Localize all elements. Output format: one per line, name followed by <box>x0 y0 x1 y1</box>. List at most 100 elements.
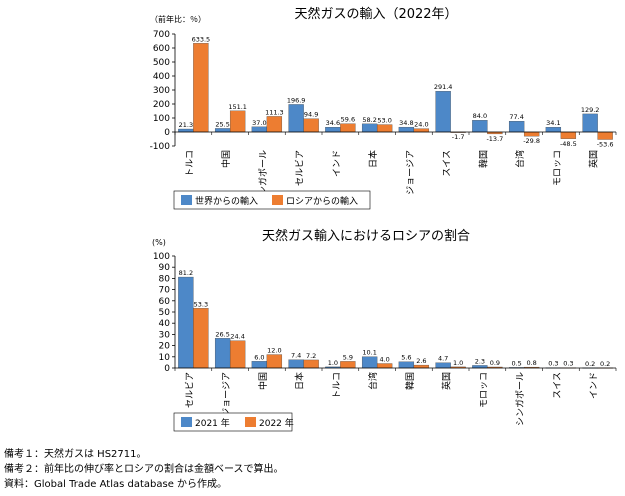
c2-legend-label: 2022 年 <box>259 417 294 429</box>
c1-bar <box>178 128 194 133</box>
c1-value-label: -29.8 <box>523 137 540 145</box>
c2-bar <box>435 362 451 369</box>
c1-value-label: 24.0 <box>414 121 428 129</box>
c2-bar <box>193 308 209 369</box>
c1-bar <box>229 110 246 133</box>
c1-value-label: -53.6 <box>597 141 614 149</box>
c1-bar <box>597 131 613 140</box>
c1-bar <box>472 120 488 133</box>
c1-category-label: ジョージア <box>406 150 416 195</box>
c2-value-label: 1.0 <box>328 359 338 367</box>
c2-value-label: 1.0 <box>453 359 463 367</box>
c2-category-label: 日本 <box>294 372 306 390</box>
c1-y-tick-label: 600 <box>153 44 170 54</box>
c1-category-label: 韓国 <box>478 150 489 168</box>
c2-y-tick-label: 30 <box>159 330 171 340</box>
source-note: 資料：Global Trade Atlas database から作成。 <box>4 479 228 490</box>
c1-value-label: 58.2 <box>362 116 376 124</box>
footnotes: 備考１：天然ガスは HS2711。 備考２：前年比の伸び率とロシアの割合は金額ベ… <box>4 447 284 492</box>
c2-bar <box>288 359 304 369</box>
c1-bar <box>376 124 393 133</box>
c2-value-label: 0.3 <box>548 360 558 368</box>
c1-bar <box>325 127 341 133</box>
c1-value-label: -48.5 <box>560 140 577 148</box>
c1-bar <box>288 104 304 133</box>
c2-bar <box>303 359 319 369</box>
c2-value-label: 0.8 <box>526 359 536 367</box>
c2-value-label: 53.3 <box>194 300 208 308</box>
footnote-2: 備考２：前年比の伸び率とロシアの割合は金額ベースで算出。 <box>4 464 284 475</box>
c1-value-label: 151.1 <box>228 103 247 111</box>
c1-y-tick-label: 0 <box>164 128 170 138</box>
c2-value-label: 0.2 <box>585 360 595 368</box>
c1-bar <box>251 126 268 133</box>
c2-value-label: 5.9 <box>343 353 353 361</box>
c1-bar <box>193 43 209 133</box>
c2-value-label: 0.5 <box>511 359 521 367</box>
c2-category-label: セルビア <box>184 372 195 408</box>
c1-legend-label: 世界からの輸入 <box>195 195 258 207</box>
c2-bar <box>229 340 246 369</box>
c1-bar <box>398 126 415 133</box>
c1-y-tick-label: 300 <box>153 86 170 96</box>
c2-title: 天然ガス輸入におけるロシアの割合 <box>262 228 470 244</box>
c1-bar <box>560 131 577 139</box>
c1-legend-label: ロシアからの輸入 <box>286 195 358 207</box>
c1-bar <box>361 123 378 133</box>
c2-legend-swatch <box>245 417 256 427</box>
c2-value-label: 4.0 <box>379 356 389 364</box>
c1-value-label: 53.0 <box>377 117 391 125</box>
c1-value-label: 59.6 <box>341 116 355 124</box>
c1-bar <box>413 128 430 133</box>
c1-value-label: 84.0 <box>473 112 487 120</box>
c1-y-tick-label: 200 <box>153 100 170 110</box>
c1-y-axis-label: （前年比：％） <box>150 14 206 24</box>
c1-y-tick-label: 700 <box>153 30 170 40</box>
c1-value-label: 129.2 <box>581 106 600 114</box>
c2-category-label: 英国 <box>441 372 453 390</box>
c1-value-label: -13.7 <box>486 135 503 143</box>
c2-category-label: シンガポール <box>515 372 526 426</box>
c2-legend-label: 2021 年 <box>195 417 230 429</box>
c2-category-label: ジョージア <box>222 372 232 417</box>
c1-value-label: 34.8 <box>399 119 413 127</box>
c2-category-label: 中国 <box>257 372 269 390</box>
c1-category-label: シンガポール <box>258 150 269 204</box>
c1-title: 天然ガスの輸入（2022年） <box>294 6 457 22</box>
c1-category-label: スイス <box>443 150 453 177</box>
c2-y-tick-label: 100 <box>153 252 170 262</box>
c2-bar <box>178 276 194 369</box>
c2-category-label: スイス <box>553 372 563 399</box>
c1-category-label: 英国 <box>588 150 600 168</box>
c1-y-tick-label: 500 <box>153 58 170 68</box>
c2-value-label: 0.9 <box>490 359 500 367</box>
c2-value-label: 2.6 <box>416 357 426 365</box>
c2-category-label: 韓国 <box>405 372 416 390</box>
c1-bar <box>214 128 231 133</box>
c1-value-label: 633.5 <box>192 35 211 43</box>
c2-category-label: トルコ <box>332 372 342 399</box>
c1-bar <box>508 121 525 133</box>
c2-y-tick-label: 40 <box>159 319 171 329</box>
c2-value-label: 81.2 <box>179 269 193 277</box>
c2-bar <box>214 338 231 369</box>
c1-bar <box>582 113 598 133</box>
c2-y-tick-label: 90 <box>159 263 171 273</box>
c1-category-label: インド <box>332 150 342 177</box>
c2-y-tick-label: 50 <box>159 308 171 318</box>
c2-value-label: 10.1 <box>362 349 376 357</box>
c1-value-label: 196.9 <box>287 96 306 104</box>
footnote-1: 備考１：天然ガスは HS2711。 <box>4 449 147 460</box>
c2-bar <box>413 364 430 369</box>
c2-y-tick-label: 70 <box>159 286 171 296</box>
c2-value-label: 7.4 <box>291 352 301 360</box>
c1-value-label: 111.3 <box>265 108 284 116</box>
c1-value-label: 21.3 <box>179 121 193 129</box>
c1-category-label: トルコ <box>185 150 195 177</box>
c2-y-tick-label: 80 <box>159 274 171 284</box>
c1-category-label: 中国 <box>220 150 232 168</box>
c1-category-label: 台湾 <box>514 150 526 168</box>
c1-value-label: 77.4 <box>509 113 523 121</box>
c2-value-label: 6.0 <box>254 353 264 361</box>
